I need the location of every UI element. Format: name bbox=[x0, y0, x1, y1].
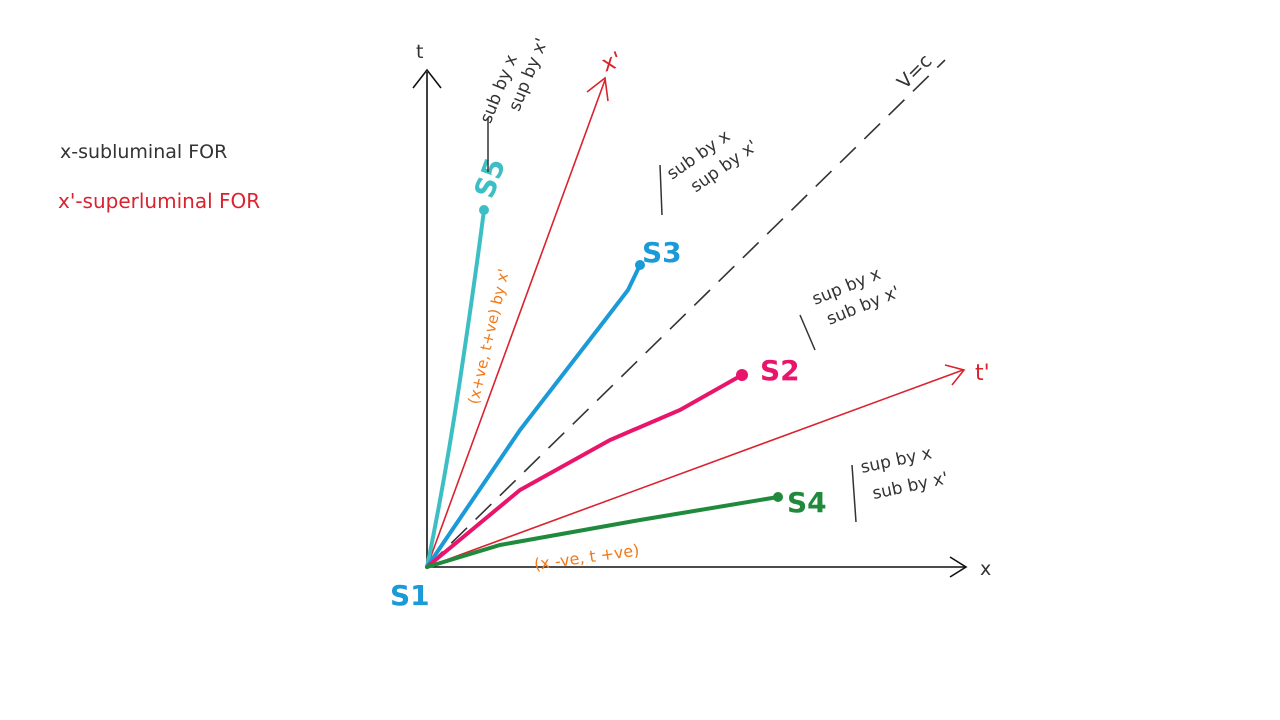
note-lower: (x -ve, t +ve) bbox=[533, 540, 641, 574]
s2-line bbox=[425, 373, 744, 569]
x-prime-arrow bbox=[586, 76, 609, 102]
s1-label: S1 bbox=[390, 579, 430, 612]
region-0: sub by x sup by x' bbox=[476, 35, 552, 172]
t-prime-label: t' bbox=[975, 361, 990, 386]
region-2: sup by x sub by x' bbox=[809, 264, 902, 330]
s5-line bbox=[425, 208, 486, 569]
light-label: V=c bbox=[893, 50, 936, 93]
x-label: x bbox=[980, 558, 991, 580]
t-prime-axis bbox=[426, 369, 964, 568]
region-text: sub by x' bbox=[871, 468, 950, 504]
region-3: sup by x sub by x' bbox=[859, 443, 950, 504]
primed-axes bbox=[426, 76, 966, 568]
s4-label: S4 bbox=[787, 486, 827, 519]
x-prime-axis bbox=[426, 79, 606, 568]
legend-subluminal: x-subluminal FOR bbox=[60, 141, 227, 163]
s2-dot bbox=[736, 369, 748, 381]
axes bbox=[412, 68, 968, 578]
x-prime-label: x' bbox=[599, 48, 625, 78]
s3-dot bbox=[635, 260, 645, 270]
s3-label: S3 bbox=[642, 236, 682, 269]
x-arrow bbox=[949, 556, 968, 578]
bracket bbox=[799, 314, 816, 351]
bracket bbox=[851, 464, 857, 523]
s5-label: S5 bbox=[468, 154, 513, 203]
s2-label: S2 bbox=[760, 354, 800, 387]
bracket bbox=[659, 164, 663, 216]
s3-line bbox=[425, 263, 642, 569]
legend-superluminal: x'-superluminal FOR bbox=[58, 189, 260, 213]
worldlines bbox=[425, 208, 780, 569]
s5-dot bbox=[479, 205, 489, 215]
t-prime-arrow bbox=[944, 364, 966, 386]
t-label: t bbox=[416, 41, 423, 63]
region-1: sub by x sup by x' bbox=[663, 126, 761, 197]
light-line bbox=[426, 59, 946, 568]
s4-dot bbox=[773, 492, 783, 502]
t-arrow bbox=[412, 68, 442, 89]
s4-line bbox=[425, 495, 780, 569]
